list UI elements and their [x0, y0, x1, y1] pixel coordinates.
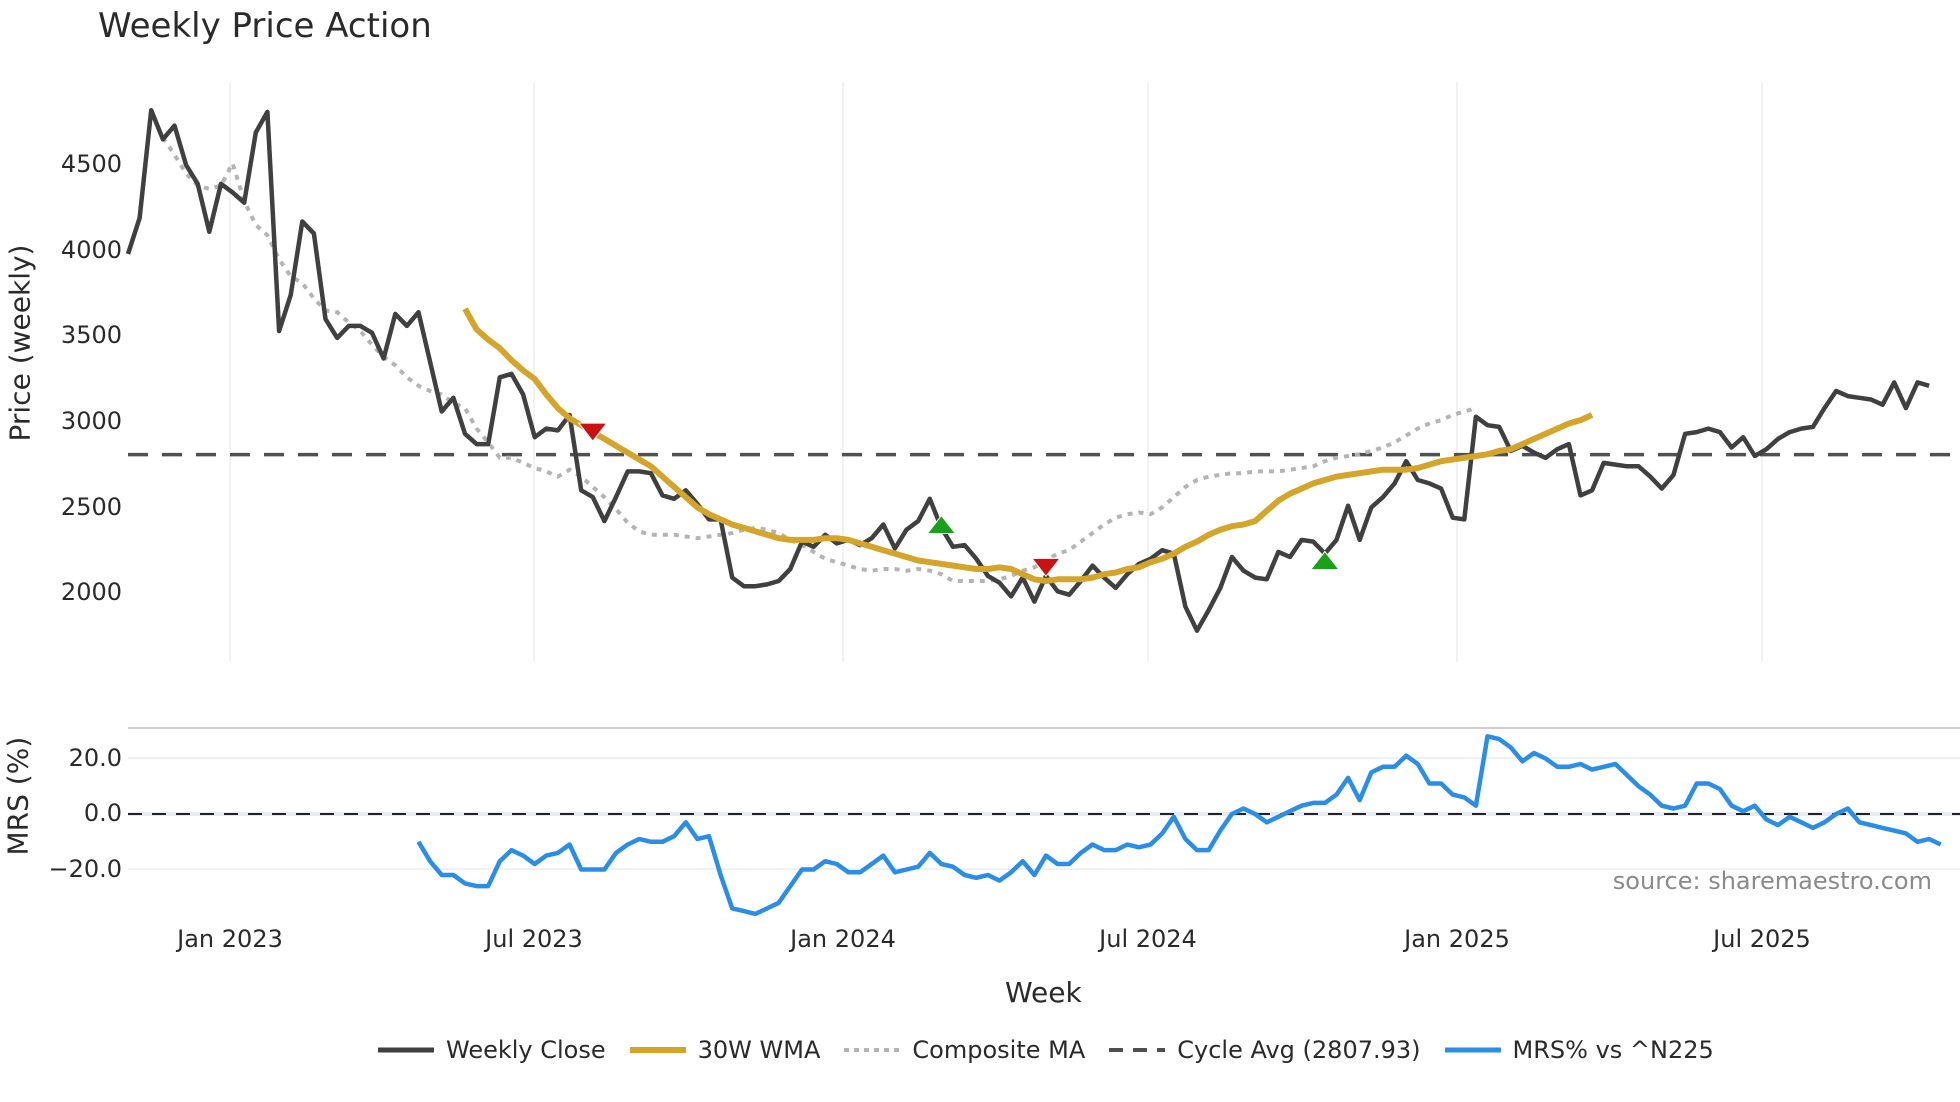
legend-item-composite-ma[interactable]: Composite MA [842, 1036, 1085, 1064]
y-tick-3500: 3500 [60, 321, 122, 349]
mrs-tick-neg20: −20.0 [48, 855, 122, 883]
solid-line-icon [378, 1047, 434, 1053]
mrs-axis-title: MRS (%) [1, 736, 35, 856]
legend-item-cycle-avg[interactable]: Cycle Avg (2807.93) [1107, 1036, 1421, 1064]
x-tick-jan-2023: Jan 2023 [177, 925, 283, 953]
price-axis-title: Price (weekly) [3, 244, 37, 442]
legend-item-30w-wma[interactable]: 30W WMA [628, 1036, 821, 1064]
x-tick-jan-2025: Jan 2025 [1404, 925, 1510, 953]
dashed-line-icon [1109, 1048, 1166, 1052]
y-tick-2000: 2000 [60, 578, 122, 606]
y-tick-4000: 4000 [60, 236, 122, 264]
dotted-line-icon [844, 1048, 901, 1052]
gridlines [229, 82, 1763, 662]
legend: Weekly Close 30W WMA Composite MA Cycle … [376, 1036, 1736, 1064]
x-tick-jul-2025: Jul 2025 [1713, 925, 1811, 953]
legend-label: MRS% vs ^N225 [1512, 1036, 1714, 1064]
mrs-tick-20: 20.0 [68, 744, 122, 772]
x-tick-jan-2024: Jan 2024 [790, 925, 896, 953]
mrs-tick-0: 0.0 [83, 799, 122, 827]
x-tick-jul-2024: Jul 2024 [1099, 925, 1197, 953]
y-tick-3000: 3000 [60, 407, 122, 435]
legend-label: Cycle Avg (2807.93) [1177, 1036, 1421, 1064]
legend-item-mrs[interactable]: MRS% vs ^N225 [1443, 1036, 1714, 1064]
solid-line-icon [629, 1047, 686, 1053]
legend-item-weekly-close[interactable]: Weekly Close [376, 1036, 606, 1064]
chart-title: Weekly Price Action [98, 6, 432, 46]
y-tick-2500: 2500 [60, 493, 122, 521]
mrs-panel [128, 727, 1960, 917]
legend-label: 30W WMA [697, 1036, 821, 1064]
signal-markers [577, 422, 1340, 578]
legend-label: Weekly Close [446, 1036, 606, 1064]
y-tick-4500: 4500 [60, 150, 122, 178]
x-axis-title: Week [1005, 976, 1082, 1009]
price-panel [125, 107, 1960, 633]
legend-label: Composite MA [912, 1036, 1086, 1064]
source-annotation: source: sharemaestro.com [1612, 867, 1932, 895]
x-tick-jul-2023: Jul 2023 [485, 925, 583, 953]
solid-line-icon [1444, 1047, 1501, 1053]
